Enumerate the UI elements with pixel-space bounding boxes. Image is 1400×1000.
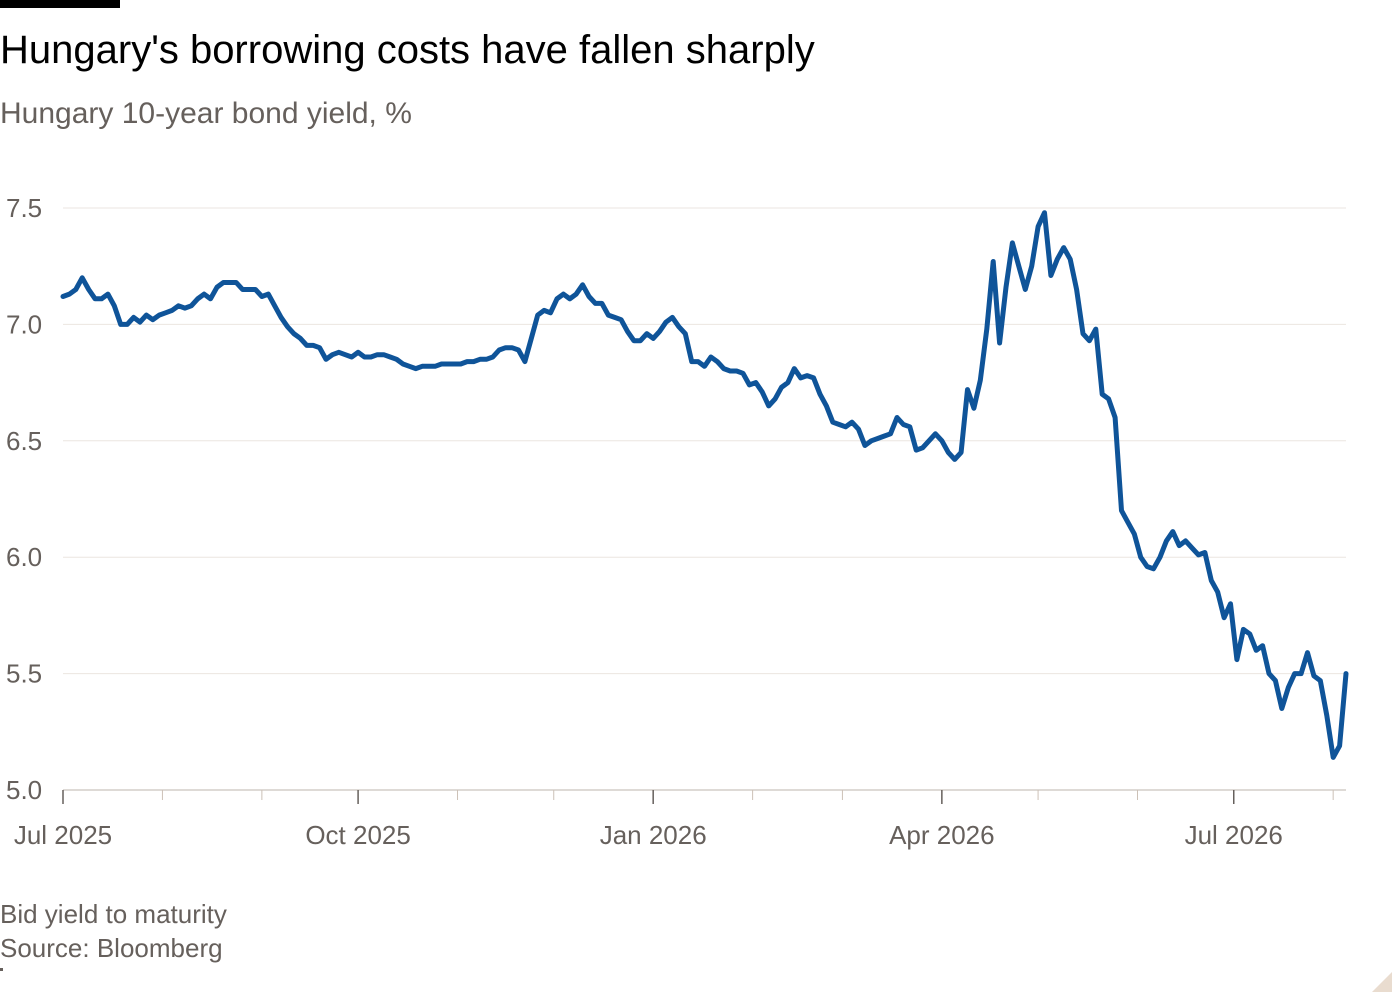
x-tick-label: Jan 2026 (600, 820, 707, 850)
footer-dot (0, 968, 3, 971)
series-line-bond-yield (60, 210, 1349, 760)
chart-subtitle: Hungary 10-year bond yield, % (0, 97, 412, 130)
chart-title: Hungary's borrowing costs have fallen sh… (0, 28, 815, 72)
y-axis-labels: 7.5 7.0 6.5 6.0 5.5 5.0 (6, 193, 42, 805)
y-tick-label: 6.5 (6, 426, 42, 456)
chart-footnote: Bid yield to maturity (0, 899, 227, 929)
x-tick-label: Jul 2025 (14, 820, 112, 850)
series-layer (60, 210, 1349, 760)
y-tick-label: 5.0 (6, 775, 42, 805)
x-tick-label: Apr 2026 (889, 820, 995, 850)
x-axis-labels: Jul 2025 Oct 2025 Jan 2026 Apr 2026 Jul 2026 (14, 820, 1283, 850)
y-tick-label: 5.5 (6, 659, 42, 689)
y-tick-label: 7.5 (6, 193, 42, 223)
brand-top-bar (0, 0, 120, 8)
gridlines (63, 207, 1346, 675)
corner-mark-icon (1372, 972, 1392, 992)
x-tick-label: Jul 2026 (1185, 820, 1283, 850)
y-tick-label: 7.0 (6, 309, 42, 339)
chart-source: Source: Bloomberg (0, 933, 223, 963)
x-axis (62, 789, 1346, 804)
y-tick-label: 6.0 (6, 542, 42, 572)
x-tick-label: Oct 2025 (305, 820, 411, 850)
